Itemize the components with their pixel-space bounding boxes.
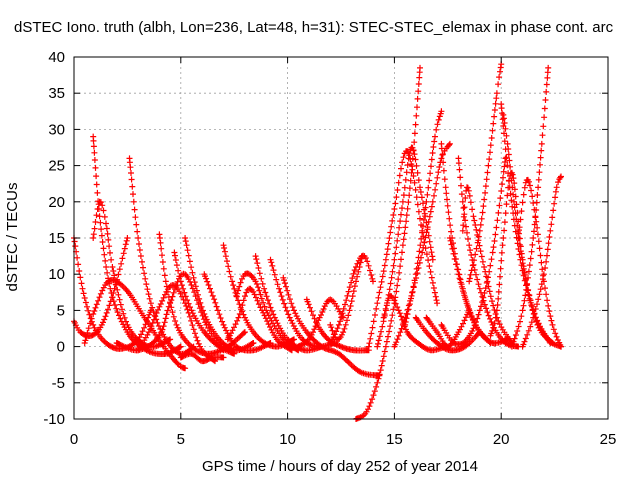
series-arc-13 (201, 271, 274, 354)
series-arc-15 (224, 285, 295, 354)
series-arc-23 (327, 253, 366, 343)
y-tick-label: 0 (57, 339, 65, 356)
series-arc-20 (295, 296, 347, 350)
x-tick-label: 20 (493, 431, 510, 448)
data-markers (519, 173, 564, 350)
series-arc-43 (519, 173, 564, 350)
y-tick-label: 35 (48, 85, 65, 102)
data-markers (90, 133, 184, 357)
series-arc-10 (171, 249, 238, 357)
y-axis-label: dSTEC / TECUs (4, 183, 21, 292)
series-arc-42 (515, 176, 564, 350)
data-markers (201, 271, 274, 354)
data-markers (438, 140, 494, 346)
data-markers (113, 270, 227, 354)
data-markers (177, 350, 227, 365)
series-arc-30 (412, 314, 483, 354)
x-tick-label: 10 (279, 431, 296, 448)
data-markers (81, 276, 189, 372)
y-tick-label: 15 (48, 230, 65, 247)
series-arc-04 (90, 133, 184, 357)
x-tick-label: 5 (177, 431, 185, 448)
chart-title: dSTEC Iono. truth (albh, Lon=236, Lat=48… (14, 19, 614, 36)
y-tick-label: 10 (48, 266, 65, 283)
series-arc-12 (177, 350, 227, 365)
data-markers (327, 253, 366, 343)
series-arc-03 (81, 276, 189, 372)
y-tick-labels: -10 -5 0 5 10 15 20 25 30 35 40 (43, 49, 65, 428)
series-arc-31 (423, 307, 473, 350)
data-markers (402, 108, 445, 328)
series-arc-37 (438, 140, 494, 346)
data-markers (515, 176, 564, 350)
x-tick-label: 25 (600, 431, 617, 448)
x-tick-label: 0 (70, 431, 78, 448)
x-tick-labels: 0 5 10 15 20 25 (70, 431, 617, 448)
series-arc-36 (466, 61, 505, 285)
y-tick-label: 25 (48, 158, 65, 175)
y-tick-label: -5 (52, 375, 65, 392)
series-arc-19 (280, 274, 383, 379)
x-axis-label: GPS time / hours of day 252 of year 2014 (202, 458, 478, 475)
data-markers (466, 61, 505, 285)
data-markers (171, 249, 238, 357)
y-tick-label: -10 (43, 411, 65, 428)
y-tick-label: 5 (57, 302, 65, 319)
data-markers (224, 285, 295, 354)
tick-marks (73, 56, 609, 420)
y-tick-label: 20 (48, 194, 65, 211)
y-tick-label: 30 (48, 121, 65, 138)
series-arc-40 (500, 111, 556, 346)
series-arc-29 (402, 108, 445, 328)
series-arc-21 (303, 296, 372, 354)
data-markers (303, 296, 372, 354)
y-tick-label: 40 (48, 49, 65, 66)
data-layer (71, 61, 564, 422)
data-markers (412, 314, 483, 354)
series-arc-08 (113, 270, 227, 354)
data-markers (423, 307, 473, 350)
data-markers (500, 111, 556, 346)
data-markers (295, 296, 347, 350)
data-markers (280, 274, 383, 379)
x-tick-label: 15 (386, 431, 403, 448)
